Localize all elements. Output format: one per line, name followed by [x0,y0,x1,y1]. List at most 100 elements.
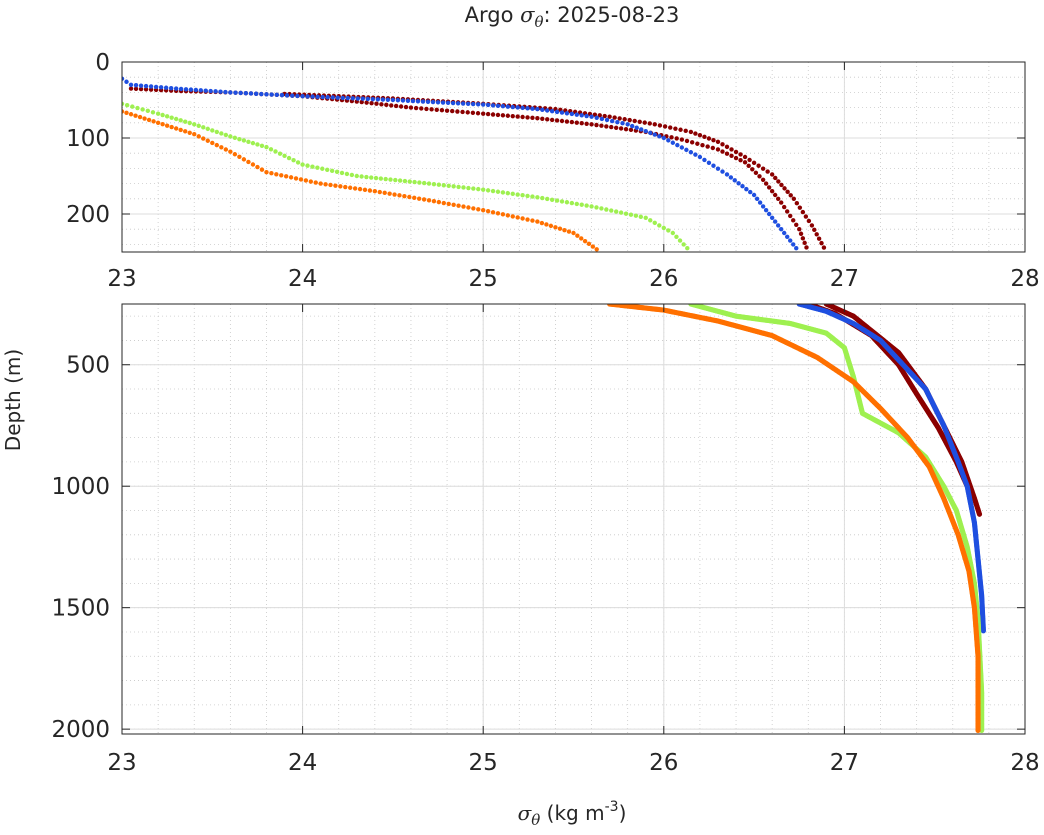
data-point [335,95,340,100]
data-point [738,157,743,163]
data-point [769,172,775,177]
data-point [246,139,251,144]
chart-title: Argo σθ: 2025-08-23 [465,3,680,31]
data-point [355,96,360,101]
data-point [599,206,604,211]
data-point [652,220,657,226]
x-tick-label: 23 [107,266,136,292]
data-point [562,227,567,233]
data-point [385,97,391,102]
data-point [744,186,749,192]
data-point [779,182,784,188]
data-point [373,175,379,181]
data-point [137,114,143,120]
data-point [505,104,511,109]
data-point [388,177,393,182]
data-point [422,180,427,186]
data-point [736,181,741,186]
data-point [769,215,775,220]
data-point [188,87,194,92]
data-point [610,118,615,124]
data-point [268,147,274,152]
data-point [609,208,614,213]
data-point [328,182,333,188]
data-point [390,97,396,103]
data-point [549,108,555,114]
data-point [279,92,285,98]
data-point [187,120,192,126]
data-point [674,234,679,239]
data-point [800,209,806,215]
data-point [485,209,491,214]
y-tick-label: 1000 [51,474,110,500]
data-point [325,95,330,100]
data-point [313,180,318,185]
data-point [688,150,694,155]
data-point [471,186,476,191]
data-point [402,193,407,199]
data-point [515,105,520,110]
data-point [728,175,734,180]
data-point [515,192,520,197]
data-point [607,114,612,119]
data-point [205,138,210,143]
data-point [520,193,525,198]
data-point [277,151,283,156]
x-tick-label: 28 [1010,750,1039,776]
data-point [604,117,610,123]
data-point [310,94,315,99]
data-point [590,244,596,249]
data-point [440,100,446,105]
data-point [283,174,289,179]
data-point [797,227,802,232]
data-point [647,121,652,126]
data-point [510,214,515,219]
data-point [530,194,535,199]
data-point [757,200,763,205]
series-profile-blue [122,76,799,251]
data-point [407,194,412,200]
data-point [413,105,419,111]
data-point [352,186,358,191]
data-point [505,213,511,218]
series-profile-blue [796,304,987,634]
data-point [350,96,355,101]
data-point [140,107,145,112]
data-point [648,130,653,136]
data-point [976,511,983,517]
data-point [629,123,635,129]
data-point [407,179,412,184]
data-point [549,117,555,123]
data-point [178,118,183,123]
data-point [495,211,501,216]
data-point [642,120,647,125]
data-point [198,88,204,93]
axes-box [121,303,1026,735]
data-point [354,173,359,179]
data-point [465,101,471,107]
data-point [776,179,781,184]
data-point [124,103,130,108]
data-point [490,112,496,117]
data-point [334,169,340,175]
data-point [320,166,325,171]
data-point [210,140,215,146]
data-point [387,191,392,196]
series-profile-orange [607,304,981,733]
axes-box [121,61,1026,253]
data-point [625,122,630,127]
data-point [579,202,584,207]
data-point [751,160,757,166]
y-axis-label: Depth (m) [1,349,25,451]
data-point [218,89,223,94]
data-point [599,116,605,122]
data-point [617,116,622,121]
data-point [715,147,721,152]
data-point [535,116,540,121]
data-point [451,184,456,189]
data-point [441,183,446,188]
data-point [554,109,560,115]
data-point [168,85,174,91]
data-point [450,100,456,106]
data-point [461,204,466,209]
